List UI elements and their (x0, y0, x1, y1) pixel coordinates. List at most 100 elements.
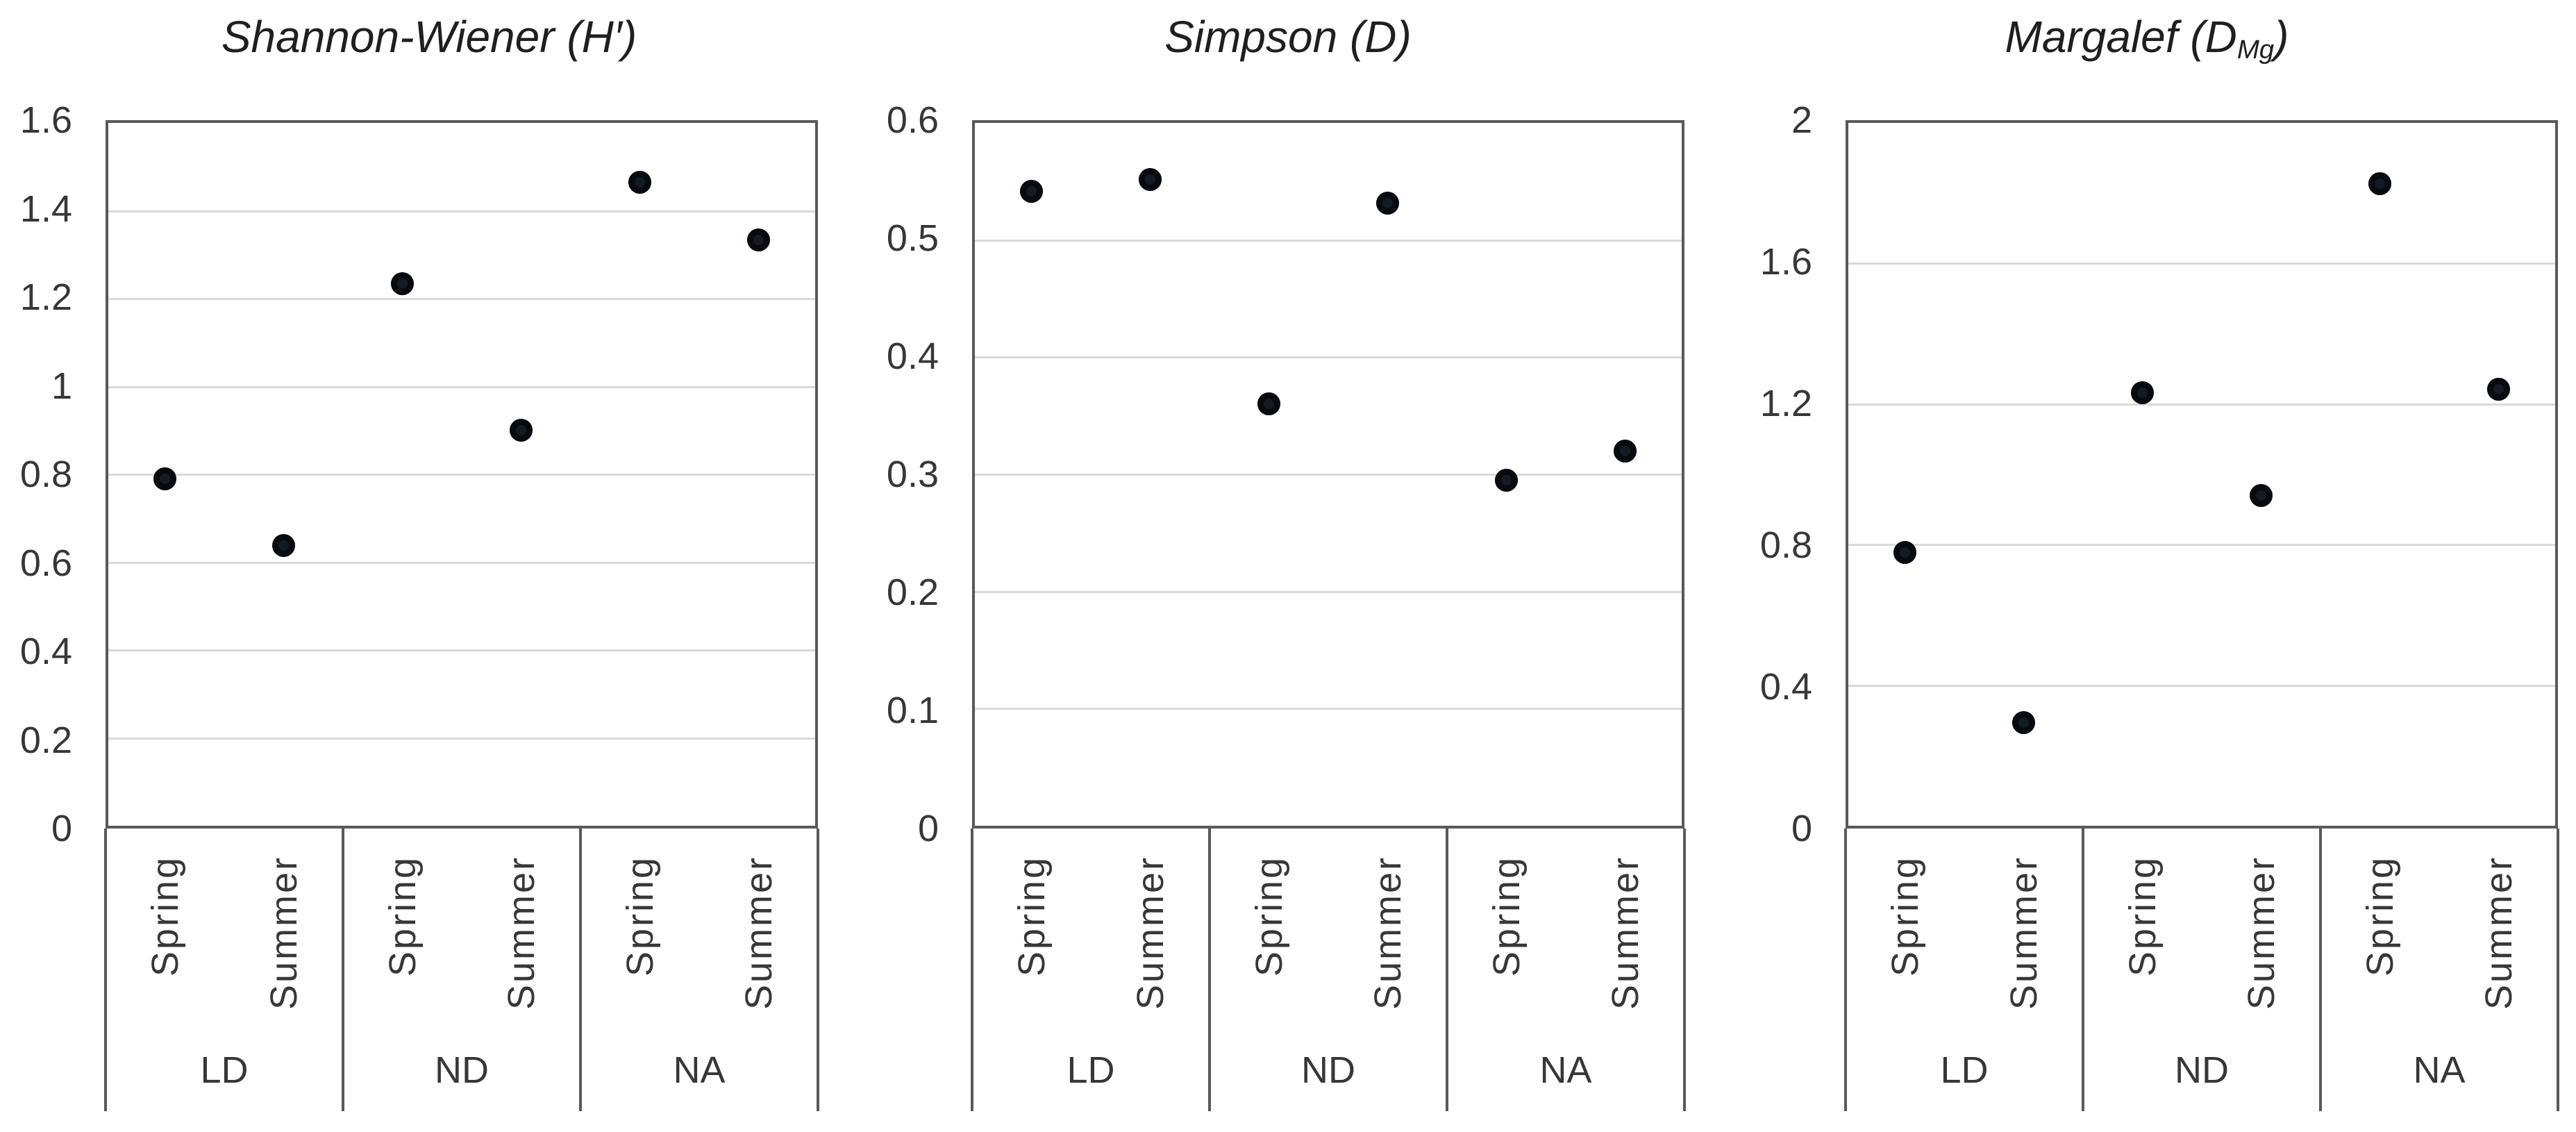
gridline (108, 298, 815, 300)
group-label: ND (2175, 1049, 2229, 1091)
data-point (747, 228, 770, 251)
gridline (975, 708, 1682, 710)
season-label: Summer (1604, 856, 1646, 1010)
group-label: NA (1539, 1049, 1592, 1091)
season-label: Summer (737, 856, 780, 1010)
gridline (108, 737, 815, 740)
data-point (1257, 392, 1280, 415)
season-label: Summer (500, 856, 542, 1010)
category-divider-line (1683, 829, 1686, 1111)
y-axis-tick-label: 1 (51, 365, 72, 407)
chart-title-text: Shannon-Wiener (H′) (221, 12, 637, 62)
y-axis-tick-label: 0.2 (19, 719, 72, 761)
group-label: ND (1301, 1049, 1355, 1091)
y-axis-tick-label: 0.5 (886, 217, 939, 259)
y-axis-tick-label: 0.6 (19, 542, 72, 584)
chart-title-subscript: Mg (2236, 35, 2275, 65)
category-divider-line (342, 829, 344, 1111)
season-label: Spring (1884, 856, 1926, 977)
y-axis-tick-label: 0 (1791, 808, 1812, 849)
y-axis-tick-label: 1.4 (19, 188, 72, 230)
category-divider-line (2082, 829, 2084, 1111)
chart-title-suffix: ) (2274, 12, 2289, 62)
data-point (1376, 191, 1399, 215)
group-label: LD (200, 1049, 249, 1091)
group-label: LD (1940, 1049, 1989, 1091)
data-point (1495, 469, 1518, 492)
category-divider-line (817, 829, 819, 1111)
category-divider-line (971, 829, 973, 1111)
gridline (975, 590, 1682, 593)
chart-shannon-wiener: Shannon-Wiener (H′) 1.6 1.4 1.2 1 0.8 0.6 0.4 0… (0, 0, 858, 1132)
gridline (108, 385, 815, 388)
season-label: Summer (1366, 856, 1409, 1010)
y-axis-tick-label: 0.3 (886, 453, 939, 495)
chart-title-text: Margalef (D (2005, 12, 2237, 62)
chart-title: Shannon-Wiener (H′) (0, 11, 858, 65)
y-axis-tick-label: 1.2 (1759, 383, 1812, 424)
gridline (975, 239, 1682, 242)
category-divider-line (1844, 829, 1847, 1111)
season-label: Summer (2477, 856, 2520, 1010)
y-axis-tick-label: 0.4 (1759, 666, 1812, 708)
data-point (153, 467, 176, 490)
gridline (108, 474, 815, 476)
season-label: Summer (1129, 856, 1171, 1010)
data-point (1020, 179, 1043, 203)
y-axis-tick-label: 0 (51, 808, 72, 849)
y-axis-tick-label: 1.6 (1759, 241, 1812, 283)
gridline (108, 649, 815, 651)
plot-area (972, 120, 1684, 829)
data-point (1139, 167, 1162, 191)
group-label: ND (435, 1049, 489, 1091)
category-divider-line (104, 829, 107, 1111)
data-point (2131, 381, 2154, 405)
category-divider-line (579, 829, 582, 1111)
data-point (2487, 378, 2510, 401)
y-axis-tick-label: 0.8 (19, 453, 72, 495)
gridline (975, 356, 1682, 359)
y-axis-tick-label: 1.6 (19, 99, 72, 141)
plot-area (106, 120, 818, 829)
season-label: Spring (1010, 856, 1053, 977)
chart-margalef: Margalef (DMg) 2 1.6 1.2 0.8 0.4 0 Spring Summ… (1718, 0, 2576, 1132)
data-point (1614, 439, 1637, 463)
y-axis-tick-label: 0.1 (886, 690, 939, 731)
gridline (975, 474, 1682, 476)
season-label: Summer (2240, 856, 2282, 1010)
data-point (628, 170, 651, 194)
gridline (1848, 544, 2555, 547)
season-label: Spring (1248, 856, 1290, 977)
data-point (2368, 172, 2391, 196)
group-label: NA (673, 1049, 726, 1091)
gridline (108, 210, 815, 213)
data-point (391, 272, 414, 296)
gridline (1848, 263, 2555, 265)
season-label: Summer (2002, 856, 2045, 1010)
category-divider-line (2319, 829, 2322, 1111)
chart-title-text: Simpson (D) (1164, 12, 1412, 62)
season-label: Spring (619, 856, 661, 977)
y-axis-tick-label: 0.8 (1759, 524, 1812, 566)
y-axis-tick-label: 0.2 (886, 572, 939, 613)
gridline (1848, 403, 2555, 406)
data-point (510, 418, 533, 442)
chart-title: Simpson (D) (859, 11, 1717, 65)
season-label: Spring (1485, 856, 1528, 977)
y-axis-tick-label: 0 (917, 808, 939, 849)
season-label: Summer (262, 856, 305, 1010)
group-label: NA (2413, 1049, 2466, 1091)
category-divider-line (1208, 829, 1211, 1111)
season-label: Spring (144, 856, 186, 977)
y-axis-tick-label: 2 (1791, 99, 1812, 141)
gridline (1848, 684, 2555, 687)
gridline (108, 561, 815, 564)
chart-simpson: Simpson (D) 0.6 0.5 0.4 0.3 0.2 0.1 0 Spring Su… (859, 0, 1717, 1132)
category-divider-line (1446, 829, 1448, 1111)
season-label: Spring (381, 856, 424, 977)
data-point (2012, 710, 2035, 734)
data-point (1893, 540, 1916, 564)
chart-title: Margalef (DMg) (1718, 11, 2576, 65)
y-axis-tick-label: 0.6 (886, 99, 939, 141)
